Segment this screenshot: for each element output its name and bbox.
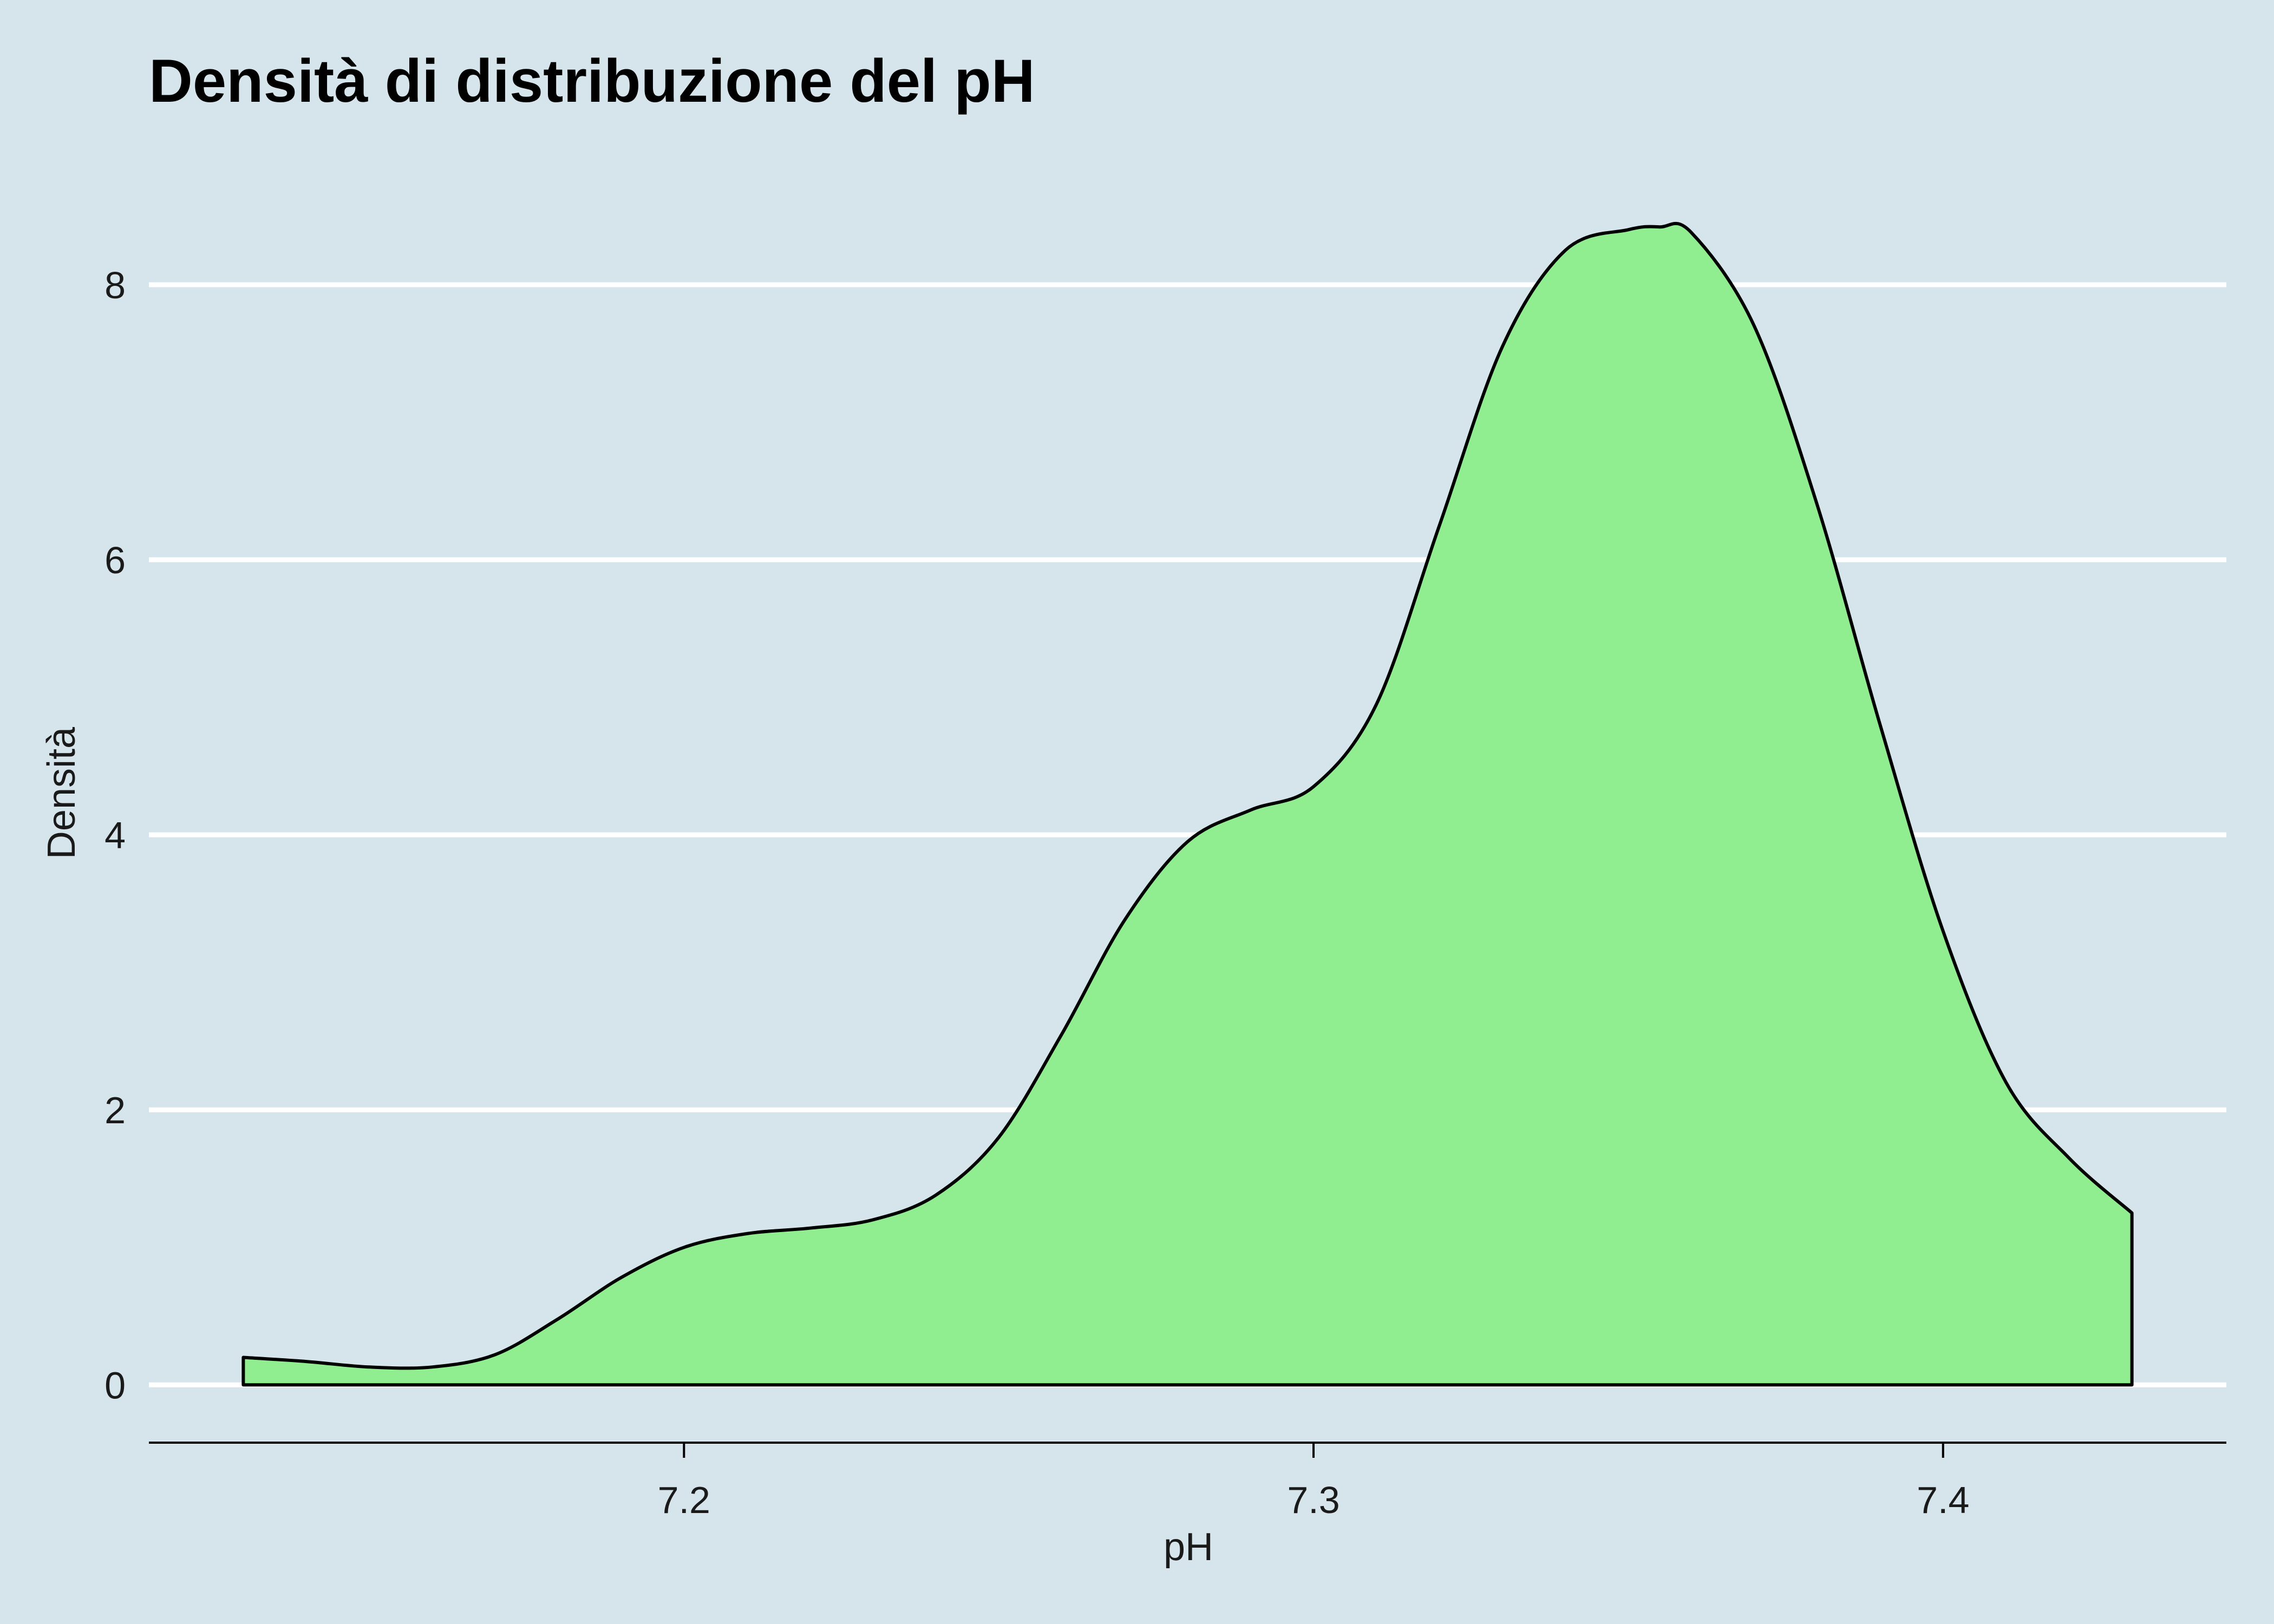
y-tick-label-4: 4 bbox=[104, 814, 126, 856]
axes bbox=[149, 1442, 2226, 1458]
chart-title: Densità di distribuzione del pH bbox=[149, 47, 1035, 115]
x-axis-label: pH bbox=[1164, 1525, 1213, 1569]
y-tick-label-8: 8 bbox=[104, 264, 126, 306]
density-area-layer bbox=[241, 221, 2134, 1387]
density-area bbox=[241, 221, 2134, 1387]
y-tick-label-2: 2 bbox=[104, 1089, 126, 1131]
y-axis-label: Densità bbox=[40, 726, 83, 859]
x-tick-label-7.2: 7.2 bbox=[658, 1479, 710, 1521]
tick-labels: 0 2 4 6 8 7.2 7.3 7.4 bbox=[104, 264, 1969, 1521]
x-tick-label-7.3: 7.3 bbox=[1287, 1479, 1339, 1521]
y-tick-label-0: 0 bbox=[104, 1364, 126, 1406]
y-tick-label-6: 6 bbox=[104, 539, 126, 581]
x-tick-label-7.4: 7.4 bbox=[1917, 1479, 1969, 1521]
